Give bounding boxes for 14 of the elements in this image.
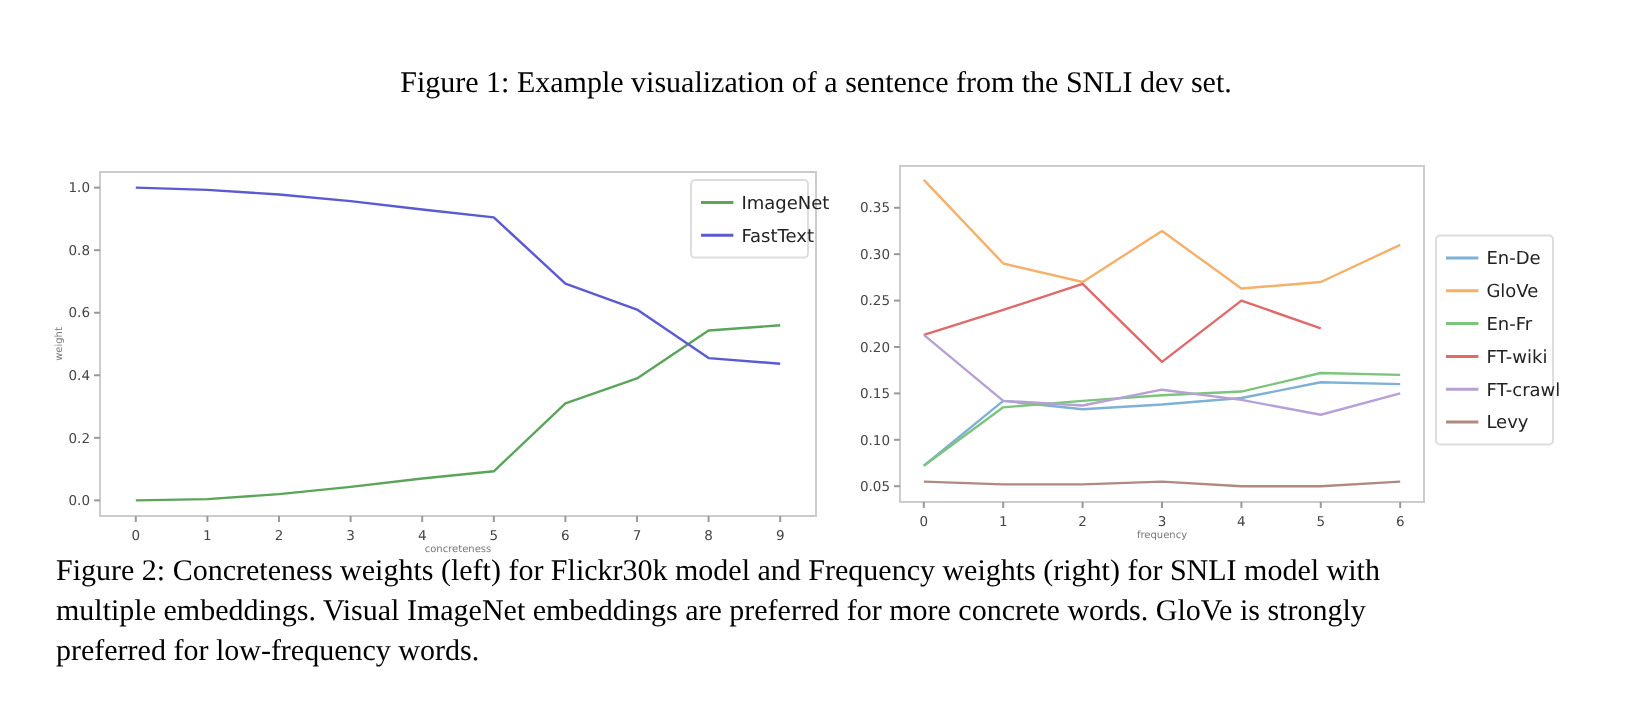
line-series [922,333,1402,416]
caption: Figure 2: Concreteness weights (left) for Flickr30k model and Frequency weights (right) for SNLI model with multiple embeddings. Visual ImageNet embeddings are preferred for more concrete words. GloVe is strongly preferred for low-frequency words. [56,556,1381,668]
legend-label: ImageNet [741,194,831,215]
legend-label: FT-wiki [1486,348,1548,369]
legend-label: En-De [1486,250,1542,271]
line-series [922,282,1322,364]
legend-label: En-Fr [1486,315,1533,336]
caption: Figure 1: Example visualization of a sentence from the SNLI dev set. [400,68,1232,100]
legend-label: FastText [741,227,815,248]
line-series [134,324,782,502]
legend-label: Levy [1486,414,1530,435]
line-series [922,178,1402,290]
legend-label: FT-crawl [1486,381,1561,402]
legend-label: GloVe [1486,283,1540,304]
